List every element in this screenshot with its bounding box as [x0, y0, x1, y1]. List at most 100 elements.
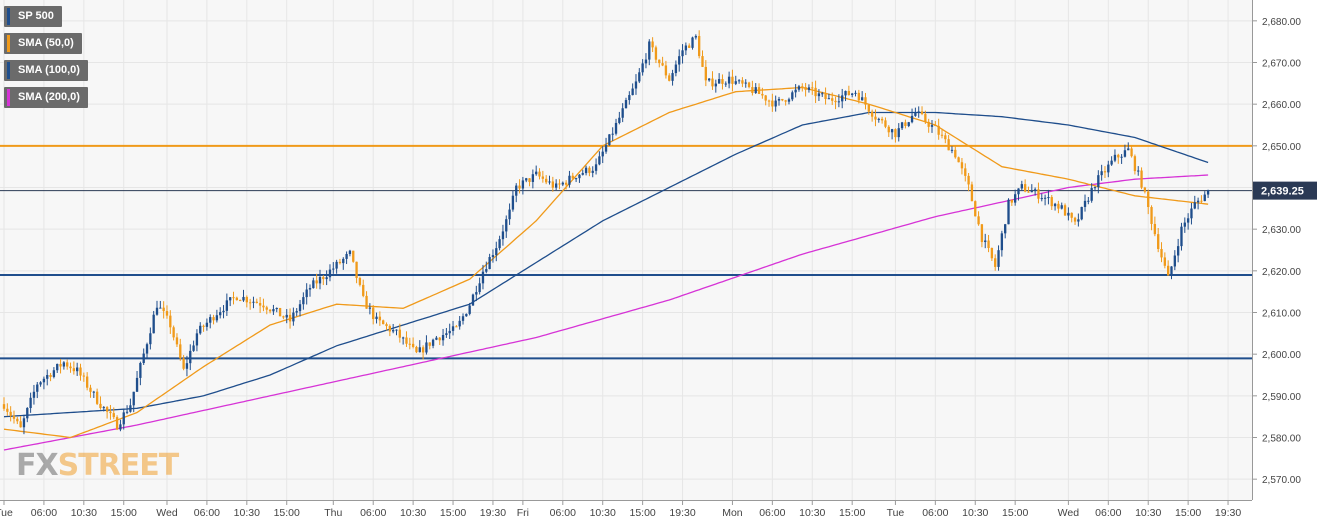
candle-body	[658, 59, 661, 64]
candle-body	[1183, 222, 1186, 227]
candle-body	[804, 87, 807, 90]
candle-body	[1113, 154, 1117, 161]
candle-body	[445, 333, 448, 336]
candle-body	[132, 391, 135, 406]
candle-body	[894, 129, 897, 138]
candle-body	[874, 116, 877, 120]
candle-body	[1033, 189, 1037, 192]
x-tick-label: 10:30	[400, 507, 426, 519]
candle-body	[355, 261, 358, 279]
candle-body	[441, 335, 445, 341]
y-tick-label: 2,590.00	[1262, 392, 1301, 403]
candles	[2, 30, 1210, 435]
legend-label: SMA (50,0)	[18, 37, 74, 49]
candle-body	[764, 95, 767, 101]
candle-body	[418, 347, 421, 353]
candle-body	[870, 111, 874, 117]
candle-body	[338, 261, 342, 264]
candle-body	[721, 79, 724, 84]
candle-body	[1110, 160, 1113, 165]
candle-body	[425, 342, 428, 353]
candle-body	[734, 81, 737, 84]
y-tick-label: 2,630.00	[1262, 225, 1301, 236]
candle-body	[135, 377, 139, 392]
candle-body	[159, 307, 162, 309]
last-price-box	[1253, 181, 1317, 200]
candle-body	[930, 125, 934, 127]
y-tick-label: 2,680.00	[1262, 17, 1301, 28]
x-tick-label: Tue	[887, 507, 905, 519]
candle-body	[910, 115, 914, 123]
candle-body	[1080, 206, 1083, 220]
candle-body	[22, 418, 26, 428]
legend-sma50[interactable]: SMA (50,0)	[4, 33, 82, 54]
candle-body	[777, 98, 781, 101]
candle-body	[904, 122, 907, 126]
candle-body	[1023, 184, 1027, 192]
candle-body	[1020, 184, 1023, 189]
x-tick-label: Wed	[1058, 507, 1080, 519]
candle-body	[574, 178, 578, 180]
candle-body	[754, 87, 757, 93]
legend-sma100[interactable]: SMA (100,0)	[4, 60, 88, 81]
candle-body	[817, 93, 821, 97]
candle-body	[970, 184, 974, 202]
candle-body	[907, 122, 910, 126]
candle-body	[455, 326, 458, 328]
candle-body	[1196, 200, 1200, 203]
candle-body	[737, 80, 741, 82]
x-tick-label: 06:00	[194, 507, 220, 519]
candle-body	[511, 195, 515, 210]
candle-body	[681, 50, 684, 57]
candle-body	[1190, 208, 1193, 219]
candle-body	[252, 301, 255, 303]
candle-body	[1140, 170, 1143, 188]
candle-body	[275, 307, 278, 310]
candle-body	[631, 88, 634, 96]
candle-body	[847, 90, 851, 96]
y-tick-label: 2,610.00	[1262, 309, 1301, 320]
candle-body	[405, 337, 408, 344]
candle-body	[195, 333, 199, 346]
candle-body	[302, 297, 305, 305]
x-tick-label: Wed	[156, 507, 178, 519]
candle-body	[791, 92, 794, 100]
x-tick-label: Tue	[0, 507, 13, 519]
candle-body	[984, 240, 987, 243]
candle-body	[784, 100, 787, 102]
candle-body	[352, 250, 355, 262]
candle-body	[834, 100, 837, 103]
candle-body	[348, 250, 352, 254]
candle-body	[268, 309, 272, 312]
candle-body	[428, 342, 431, 346]
candle-body	[525, 178, 528, 181]
candle-body	[189, 350, 192, 364]
candle-body	[634, 81, 638, 89]
candle-body	[598, 156, 601, 165]
candle-body	[149, 333, 152, 345]
candle-body	[651, 41, 654, 48]
candle-body	[668, 75, 671, 81]
candle-body	[362, 284, 365, 296]
candle-body	[1057, 203, 1060, 209]
candle-body	[980, 224, 984, 243]
candle-body	[1037, 189, 1040, 199]
candle-body	[581, 173, 584, 175]
candle-body	[179, 344, 182, 359]
candle-body	[142, 353, 145, 363]
candle-body	[238, 300, 242, 302]
candle-body	[102, 407, 105, 409]
candle-body	[714, 83, 717, 87]
candle-body	[115, 417, 119, 430]
legend-sp500[interactable]: SP 500	[4, 6, 62, 27]
x-tick-label: 06:00	[550, 507, 576, 519]
candle-body	[518, 185, 521, 189]
legend-label: SMA (100,0)	[18, 64, 80, 76]
candle-body	[9, 411, 12, 416]
candle-body	[1017, 188, 1020, 195]
candle-body	[801, 86, 804, 88]
candle-body	[1067, 212, 1070, 216]
legend-sma200[interactable]: SMA (200,0)	[4, 87, 88, 108]
candle-body	[258, 303, 262, 306]
candle-body	[408, 343, 411, 345]
